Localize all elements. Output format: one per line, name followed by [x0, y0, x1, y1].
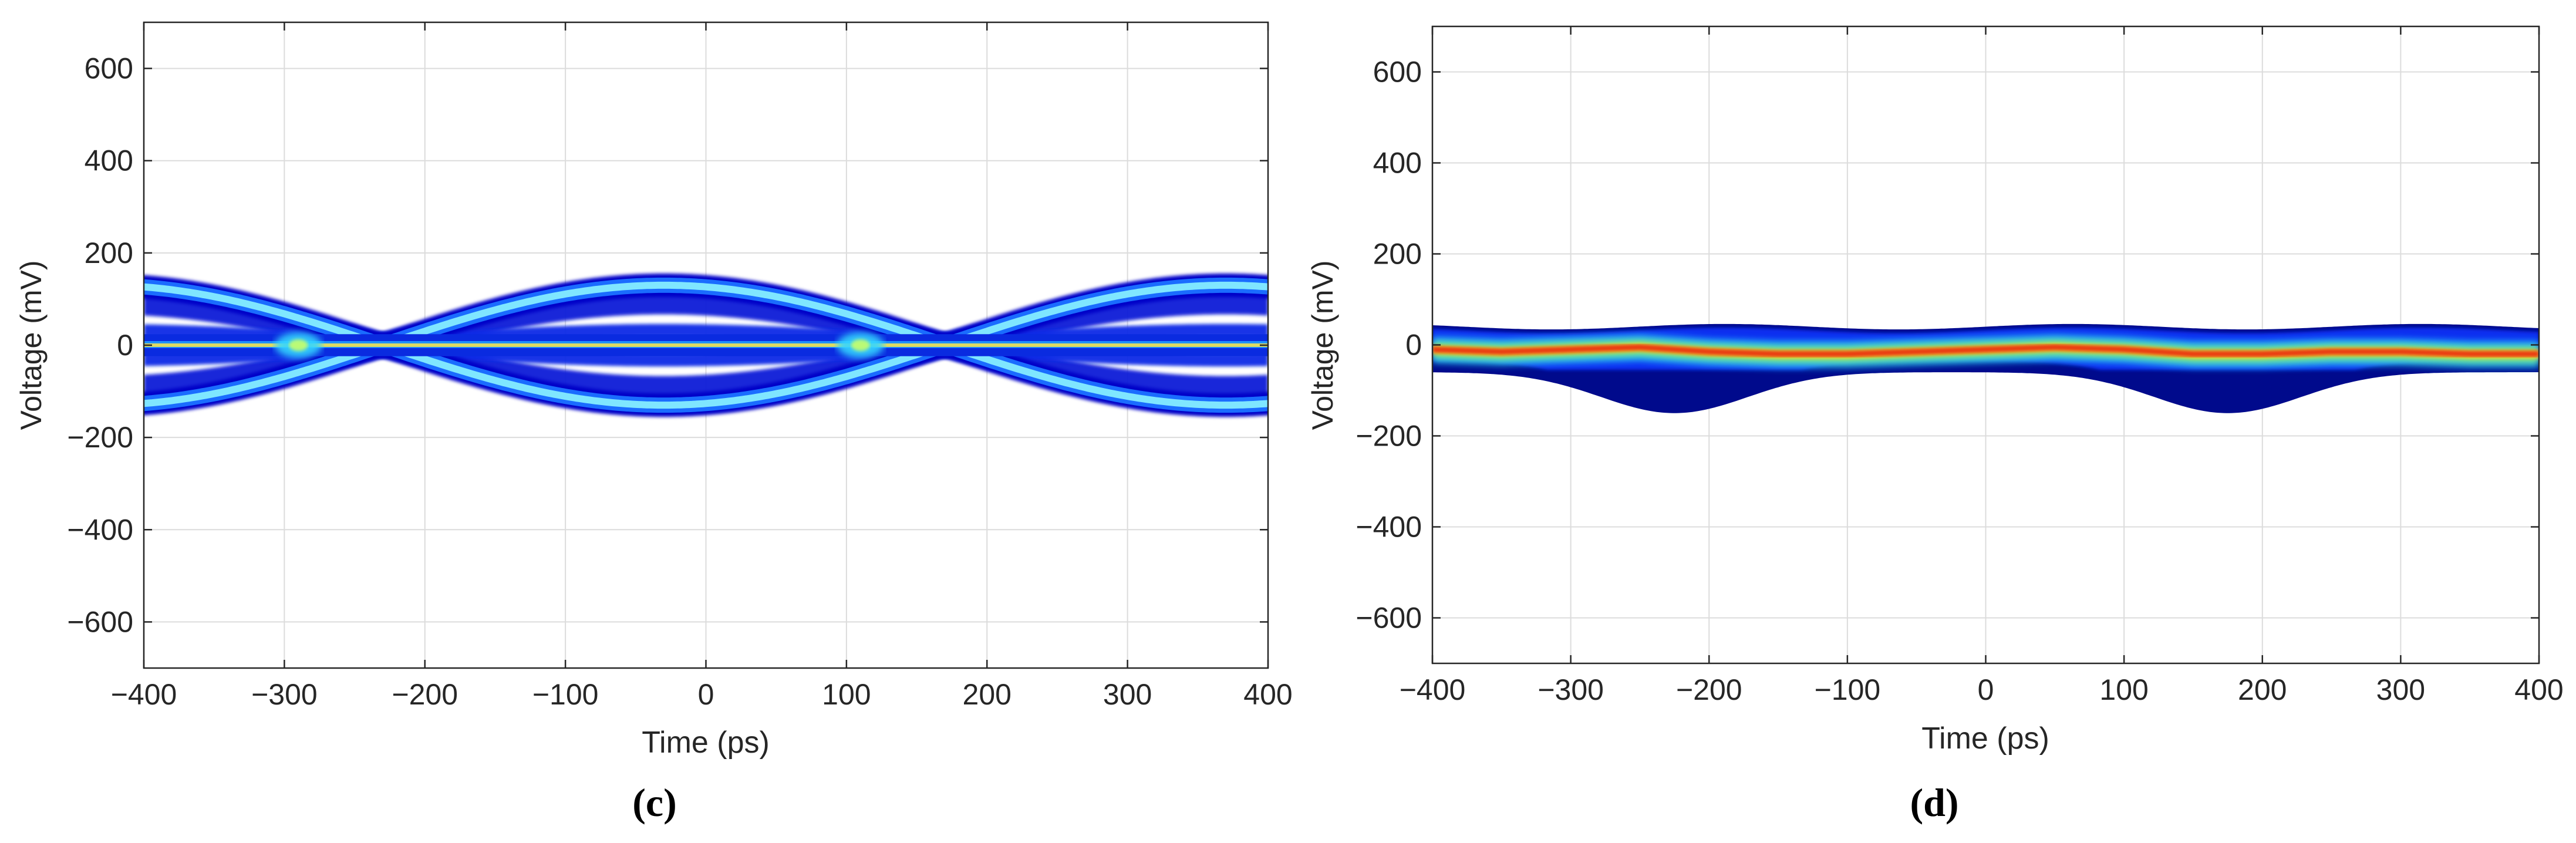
y-tick-label: 200: [1373, 238, 1422, 271]
x-tick-label: −400: [1400, 673, 1466, 706]
y-tick-label: 400: [1373, 147, 1422, 180]
y-tick-label: 0: [1405, 329, 1422, 362]
y-tick-label: 400: [85, 144, 133, 177]
x-tick-label: 100: [822, 678, 871, 711]
y-tick-label: −400: [1356, 511, 1422, 544]
x-tick-label: 0: [1978, 673, 1994, 706]
y-tick-label: −400: [67, 513, 133, 546]
x-tick-label: 200: [2238, 673, 2287, 706]
lower-transition-core: [144, 341, 1268, 409]
y-tick-label: 600: [85, 52, 133, 85]
x-tick-label: 400: [1243, 678, 1292, 711]
panel-c: −400 −300 −200 −100 0 100 200 300 400 −600 −400 −20…: [15, 21, 1293, 825]
y-axis-label-d: Voltage (mV): [1306, 260, 1339, 430]
crossing-core: [851, 339, 870, 351]
x-tick-label: −300: [1537, 673, 1604, 706]
x-tick-label: −300: [251, 678, 318, 711]
y-tick-label: 600: [1373, 56, 1422, 89]
density-peak-trace: [1432, 344, 2539, 357]
x-tick-label: −200: [1676, 673, 1742, 706]
y-tick-label: −600: [1356, 602, 1422, 635]
panel-d: −400 −300 −200 −100 0 100 200 300 400 −600 −400 −20…: [1306, 25, 2564, 825]
y-tick-label: 0: [117, 329, 133, 362]
x-axis-label-c: Time (ps): [642, 726, 770, 760]
x-axis-label-d: Time (ps): [1921, 721, 2049, 756]
ticks-d: −400 −300 −200 −100 0 100 200 300 400 −600 −400 −20…: [1356, 26, 2564, 706]
x-tick-label: 0: [698, 678, 714, 711]
eye-traces-d: [1432, 323, 2539, 413]
x-tick-label: 100: [2099, 673, 2148, 706]
panel-label-d: (d): [1910, 780, 1958, 825]
ticks-c: −400 −300 −200 −100 0 100 200 300 400 −600 −400 −20…: [67, 22, 1293, 711]
x-tick-label: −200: [392, 678, 458, 711]
x-tick-label: −100: [532, 678, 599, 711]
y-tick-label: −200: [1356, 420, 1422, 453]
x-tick-label: 300: [2376, 673, 2425, 706]
panel-label-c: (c): [632, 780, 676, 825]
x-tick-label: 400: [2514, 673, 2563, 706]
crossing-core: [289, 339, 308, 351]
y-tick-label: 200: [85, 237, 133, 269]
upper-transition-core: [144, 281, 1268, 349]
y-axis-label-c: Voltage (mV): [15, 260, 48, 430]
x-tick-label: −400: [111, 678, 177, 711]
x-tick-label: −100: [1815, 673, 1881, 706]
y-tick-label: −600: [67, 605, 133, 638]
x-tick-label: 200: [963, 678, 1011, 711]
eye-traces-c: [144, 273, 1268, 417]
x-tick-label: 300: [1103, 678, 1152, 711]
y-tick-label: −200: [67, 421, 133, 454]
